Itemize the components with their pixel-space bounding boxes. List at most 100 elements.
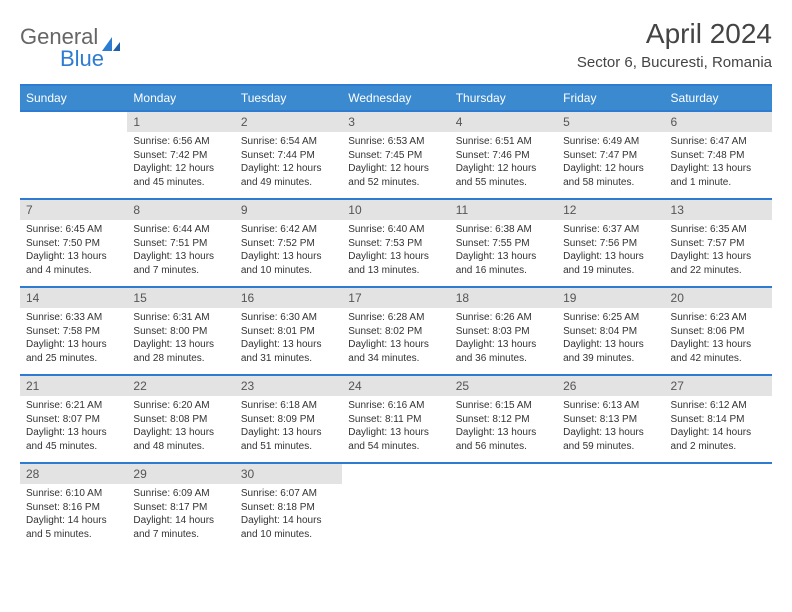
header: GeneralBlue April 2024 Sector 6, Bucures… xyxy=(20,18,772,72)
sunrise-text: Sunrise: 6:35 AM xyxy=(671,223,766,237)
sunset-text: Sunset: 8:09 PM xyxy=(241,413,336,427)
sunset-text: Sunset: 8:16 PM xyxy=(26,501,121,515)
day-number: 10 xyxy=(342,200,449,220)
day-content: Sunrise: 6:49 AMSunset: 7:47 PMDaylight:… xyxy=(557,132,664,195)
daylight-text: Daylight: 14 hours and 10 minutes. xyxy=(241,514,336,541)
sunrise-text: Sunrise: 6:42 AM xyxy=(241,223,336,237)
sunset-text: Sunset: 7:47 PM xyxy=(563,149,658,163)
sunrise-text: Sunrise: 6:20 AM xyxy=(133,399,228,413)
day-cell: 9Sunrise: 6:42 AMSunset: 7:52 PMDaylight… xyxy=(235,200,342,286)
day-content: Sunrise: 6:26 AMSunset: 8:03 PMDaylight:… xyxy=(450,308,557,371)
daylight-text: Daylight: 12 hours and 52 minutes. xyxy=(348,162,443,189)
daylight-text: Daylight: 13 hours and 13 minutes. xyxy=(348,250,443,277)
week-row: 14Sunrise: 6:33 AMSunset: 7:58 PMDayligh… xyxy=(20,286,772,374)
logo: GeneralBlue xyxy=(20,18,123,72)
sunset-text: Sunset: 7:48 PM xyxy=(671,149,766,163)
day-cell: 28Sunrise: 6:10 AMSunset: 8:16 PMDayligh… xyxy=(20,464,127,550)
day-number: 15 xyxy=(127,288,234,308)
day-cell: 26Sunrise: 6:13 AMSunset: 8:13 PMDayligh… xyxy=(557,376,664,462)
daylight-text: Daylight: 13 hours and 56 minutes. xyxy=(456,426,551,453)
day-content: Sunrise: 6:30 AMSunset: 8:01 PMDaylight:… xyxy=(235,308,342,371)
day-number: 28 xyxy=(20,464,127,484)
sunrise-text: Sunrise: 6:56 AM xyxy=(133,135,228,149)
day-number: 6 xyxy=(665,112,772,132)
day-number: 20 xyxy=(665,288,772,308)
day-number: 17 xyxy=(342,288,449,308)
day-number: 4 xyxy=(450,112,557,132)
daylight-text: Daylight: 13 hours and 39 minutes. xyxy=(563,338,658,365)
day-number: 24 xyxy=(342,376,449,396)
day-cell: 7 Sunrise: 6:45 AMSunset: 7:50 PMDaylight… xyxy=(20,200,127,286)
day-cell: 25Sunrise: 6:15 AMSunset: 8:12 PMDayligh… xyxy=(450,376,557,462)
day-cell: 8Sunrise: 6:44 AMSunset: 7:51 PMDaylight… xyxy=(127,200,234,286)
sunset-text: Sunset: 7:46 PM xyxy=(456,149,551,163)
day-number: 13 xyxy=(665,200,772,220)
daylight-text: Daylight: 13 hours and 4 minutes. xyxy=(26,250,121,277)
sunrise-text: Sunrise: 6:09 AM xyxy=(133,487,228,501)
sunset-text: Sunset: 8:03 PM xyxy=(456,325,551,339)
day-content: Sunrise: 6:10 AMSunset: 8:16 PMDaylight:… xyxy=(20,484,127,547)
day-cell: 15 Sunrise: 6:31 AMSunset: 8:00 PMDayligh… xyxy=(127,288,234,374)
sunset-text: Sunset: 8:08 PM xyxy=(133,413,228,427)
sunset-text: Sunset: 7:57 PM xyxy=(671,237,766,251)
day-number: 11 xyxy=(450,200,557,220)
day-cell: 17Sunrise: 6:28 AMSunset: 8:02 PMDayligh… xyxy=(342,288,449,374)
day-number: 18 xyxy=(450,288,557,308)
day-cell: 27Sunrise: 6:12 AMSunset: 8:14 PMDayligh… xyxy=(665,376,772,462)
sunrise-text: Sunrise: 6:31 AM xyxy=(133,311,228,325)
day-cell: 6Sunrise: 6:47 AMSunset: 7:48 PMDaylight… xyxy=(665,112,772,198)
daylight-text: Daylight: 14 hours and 5 minutes. xyxy=(26,514,121,541)
sunrise-text: Sunrise: 6:13 AM xyxy=(563,399,658,413)
sunset-text: Sunset: 8:00 PM xyxy=(133,325,228,339)
sunrise-text: Sunrise: 6:45 AM xyxy=(26,223,121,237)
day-number: 23 xyxy=(235,376,342,396)
daylight-text: Daylight: 13 hours and 28 minutes. xyxy=(133,338,228,365)
day-cell: 22Sunrise: 6:20 AMSunset: 8:08 PMDayligh… xyxy=(127,376,234,462)
day-number: 7 xyxy=(20,200,127,220)
daylight-text: Daylight: 13 hours and 36 minutes. xyxy=(456,338,551,365)
day-cell: 18Sunrise: 6:26 AMSunset: 8:03 PMDayligh… xyxy=(450,288,557,374)
sunset-text: Sunset: 8:11 PM xyxy=(348,413,443,427)
day-number: 9 xyxy=(235,200,342,220)
sunrise-text: Sunrise: 6:21 AM xyxy=(26,399,121,413)
day-cell: 23Sunrise: 6:18 AMSunset: 8:09 PMDayligh… xyxy=(235,376,342,462)
daylight-text: Daylight: 13 hours and 48 minutes. xyxy=(133,426,228,453)
day-content: Sunrise: 6:38 AMSunset: 7:55 PMDaylight:… xyxy=(450,220,557,283)
day-header: Friday xyxy=(557,86,664,110)
sunset-text: Sunset: 7:51 PM xyxy=(133,237,228,251)
day-header-row: SundayMondayTuesdayWednesdayThursdayFrid… xyxy=(20,86,772,110)
day-content: Sunrise: 6:47 AMSunset: 7:48 PMDaylight:… xyxy=(665,132,772,195)
day-cell xyxy=(20,112,127,198)
daylight-text: Daylight: 13 hours and 34 minutes. xyxy=(348,338,443,365)
sunrise-text: Sunrise: 6:23 AM xyxy=(671,311,766,325)
day-header: Wednesday xyxy=(342,86,449,110)
sunrise-text: Sunrise: 6:26 AM xyxy=(456,311,551,325)
sunset-text: Sunset: 7:45 PM xyxy=(348,149,443,163)
sunrise-text: Sunrise: 6:18 AM xyxy=(241,399,336,413)
sunset-text: Sunset: 8:07 PM xyxy=(26,413,121,427)
day-number: 26 xyxy=(557,376,664,396)
day-header: Saturday xyxy=(665,86,772,110)
day-cell: 10Sunrise: 6:40 AMSunset: 7:53 PMDayligh… xyxy=(342,200,449,286)
day-number: 22 xyxy=(127,376,234,396)
daylight-text: Daylight: 12 hours and 58 minutes. xyxy=(563,162,658,189)
day-content: Sunrise: 6:15 AMSunset: 8:12 PMDaylight:… xyxy=(450,396,557,459)
sunrise-text: Sunrise: 6:12 AM xyxy=(671,399,766,413)
sunset-text: Sunset: 7:44 PM xyxy=(241,149,336,163)
sunrise-text: Sunrise: 6:54 AM xyxy=(241,135,336,149)
sunset-text: Sunset: 7:50 PM xyxy=(26,237,121,251)
day-number: 25 xyxy=(450,376,557,396)
day-cell: 24Sunrise: 6:16 AMSunset: 8:11 PMDayligh… xyxy=(342,376,449,462)
daylight-text: Daylight: 13 hours and 45 minutes. xyxy=(26,426,121,453)
sunset-text: Sunset: 8:18 PM xyxy=(241,501,336,515)
daylight-text: Daylight: 13 hours and 7 minutes. xyxy=(133,250,228,277)
day-content: Sunrise: 6:20 AMSunset: 8:08 PMDaylight:… xyxy=(127,396,234,459)
sunrise-text: Sunrise: 6:07 AM xyxy=(241,487,336,501)
daylight-text: Daylight: 13 hours and 31 minutes. xyxy=(241,338,336,365)
sunset-text: Sunset: 8:06 PM xyxy=(671,325,766,339)
day-content: Sunrise: 6:07 AMSunset: 8:18 PMDaylight:… xyxy=(235,484,342,547)
sunset-text: Sunset: 7:56 PM xyxy=(563,237,658,251)
logo-sail-icon xyxy=(101,36,123,52)
week-row: 1Sunrise: 6:56 AMSunset: 7:42 PMDaylight… xyxy=(20,110,772,198)
day-content: Sunrise: 6:12 AMSunset: 8:14 PMDaylight:… xyxy=(665,396,772,459)
